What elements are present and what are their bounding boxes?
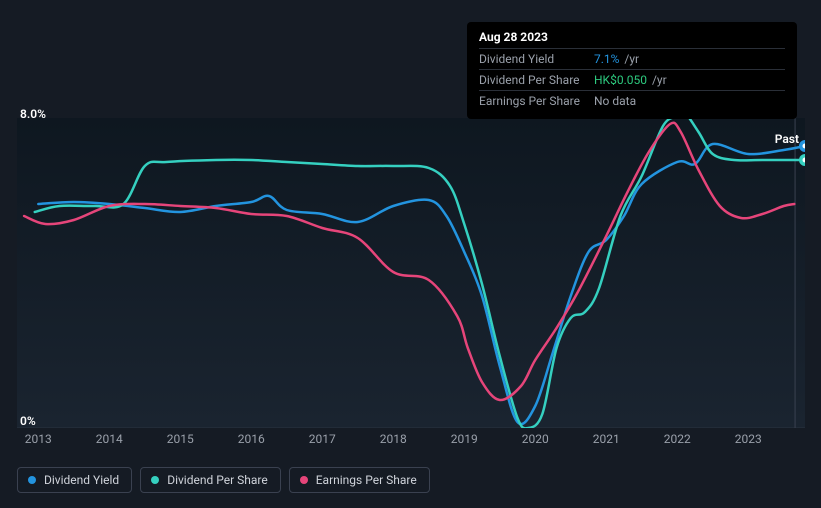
legend-label: Dividend Per Share (167, 473, 268, 487)
x-axis-label: 2023 (735, 432, 762, 446)
x-axis-labels: 2013 2014 2015 2016 2017 2018 2019 2020 2021 2022… (17, 432, 805, 452)
tooltip-row-value: No data (594, 94, 636, 108)
tooltip-row: Dividend Yield7.1% /yr (479, 48, 785, 69)
x-axis-label: 2016 (238, 432, 265, 446)
tooltip-date: Aug 28 2023 (479, 30, 785, 48)
legend-label: Dividend Yield (44, 473, 119, 487)
legend-item[interactable]: Earnings Per Share (289, 467, 430, 493)
legend-item[interactable]: Dividend Per Share (140, 467, 281, 493)
legend-dot-icon (300, 476, 308, 484)
x-axis-label: 2021 (593, 432, 620, 446)
tooltip-row: Earnings Per ShareNo data (479, 90, 785, 111)
tooltip-row: Dividend Per ShareHK$0.050 /yr (479, 69, 785, 90)
x-axis-label: 2020 (522, 432, 549, 446)
x-axis-label: 2018 (380, 432, 407, 446)
x-axis-label: 2013 (25, 432, 52, 446)
x-axis-label: 2017 (309, 432, 336, 446)
tooltip-row-label: Dividend Per Share (479, 73, 594, 87)
tooltip-row-label: Earnings Per Share (479, 94, 594, 108)
chart-legend: Dividend Yield Dividend Per Share Earnings… (17, 467, 430, 493)
chart-plot-area[interactable]: Past (17, 108, 805, 428)
chart-tooltip: Aug 28 2023 Dividend Yield7.1% /yrDivide… (467, 22, 797, 119)
legend-item[interactable]: Dividend Yield (17, 467, 132, 493)
past-label: Past (775, 132, 799, 146)
line-chart-svg (17, 108, 805, 428)
y-axis-label: 0% (20, 414, 36, 428)
x-axis-label: 2022 (664, 432, 691, 446)
x-axis-label: 2014 (96, 432, 123, 446)
x-axis-label: 2019 (451, 432, 478, 446)
tooltip-row-value: 7.1% /yr (594, 52, 639, 66)
legend-dot-icon (151, 476, 159, 484)
tooltip-row-label: Dividend Yield (479, 52, 594, 66)
y-axis-label: 8.0% (20, 107, 46, 121)
tooltip-row-value: HK$0.050 /yr (594, 73, 667, 87)
x-axis-label: 2015 (167, 432, 194, 446)
legend-label: Earnings Per Share (316, 473, 417, 487)
legend-dot-icon (28, 476, 36, 484)
